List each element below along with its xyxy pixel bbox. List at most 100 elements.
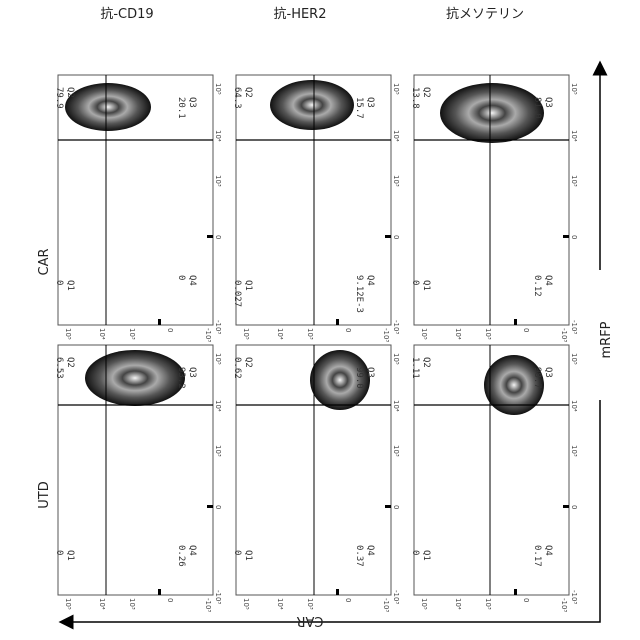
quadrant-label: Q4 — [543, 275, 553, 286]
quadrant-value: 98.7 — [532, 367, 542, 389]
quadrant-label: Q3 — [543, 97, 553, 108]
axis-marker — [385, 235, 391, 238]
axis-marker — [158, 319, 161, 325]
flow-panel: Q10Q213.8Q381.0Q40.12-10³-10³0010³10³10⁴… — [410, 75, 578, 342]
x-tick-label: 10⁵ — [420, 598, 428, 610]
x-tick-label: 10³ — [306, 328, 314, 340]
quadrant-value: 0.027 — [232, 280, 242, 307]
y-tick-label: 10³ — [570, 445, 578, 457]
quadrant-label: Q1 — [65, 280, 75, 291]
quadrant-label: Q3 — [187, 97, 197, 108]
x-tick-label: 0 — [166, 598, 174, 602]
x-tick-label: -10³ — [204, 598, 212, 612]
y-tick-label: 10³ — [392, 445, 400, 457]
quadrant-value: 6.53 — [54, 357, 64, 379]
quadrant-label: Q3 — [365, 97, 375, 108]
y-tick-label: -10³ — [214, 590, 222, 604]
x-tick-label: 10³ — [484, 328, 492, 340]
quadrant-label: Q4 — [365, 275, 375, 286]
quadrant-label: Q3 — [365, 367, 375, 378]
x-tick-label: 10⁵ — [420, 328, 428, 340]
quadrant-label: Q1 — [65, 550, 75, 561]
flow-panel: Q10Q26.53Q393.2Q40.26-10³-10³0010³10³10⁴… — [54, 345, 222, 612]
flow-panel: Q10Q21.11Q398.7Q40.17-10³-10³0010³10³10⁴… — [410, 345, 578, 612]
x-tick-label: 10³ — [128, 598, 136, 610]
x-tick-label: -10³ — [382, 598, 390, 612]
quadrant-value: 0 — [176, 275, 186, 280]
y-tick-label: -10³ — [570, 320, 578, 334]
y-tick-label: 10³ — [214, 445, 222, 457]
axis-marker — [207, 235, 213, 238]
quadrant-label: Q1 — [421, 280, 431, 291]
y-tick-label: 0 — [392, 235, 400, 239]
quadrant-value: 0.62 — [232, 357, 242, 379]
quadrant-value: 0.12 — [532, 275, 542, 297]
quadrant-value: 93.2 — [176, 367, 186, 389]
page: 抗-CD19抗-HER2抗メソテリンCARUTDmRFPCARQ10Q279.9… — [0, 0, 640, 640]
y-tick-label: -10³ — [214, 320, 222, 334]
axis-marker — [336, 589, 339, 595]
x-tick-label: -10³ — [560, 328, 568, 342]
quadrant-value: 0 — [232, 550, 242, 555]
column-header: 抗-HER2 — [274, 7, 327, 22]
axis-marker — [514, 319, 517, 325]
column-header: 抗メソテリン — [446, 7, 524, 22]
x-tick-label: 10⁵ — [242, 598, 250, 610]
quadrant-label: Q4 — [187, 545, 197, 556]
y-tick-label: 10⁴ — [214, 400, 222, 412]
x-tick-label: 10⁴ — [454, 598, 462, 610]
quadrant-value: 0.37 — [354, 545, 364, 567]
y-tick-label: 10⁴ — [392, 400, 400, 412]
quadrant-label: Q4 — [187, 275, 197, 286]
quadrant-value: 81.0 — [532, 97, 542, 119]
y-tick-label: 0 — [214, 505, 222, 509]
quadrant-value: 15.7 — [354, 97, 364, 119]
cell-population — [440, 83, 544, 143]
axis-marker — [158, 589, 161, 595]
quadrant-label: Q2 — [65, 357, 75, 368]
y-tick-label: 10³ — [214, 175, 222, 187]
axis-marker — [563, 505, 569, 508]
x-tick-label: 10⁴ — [276, 328, 284, 340]
y-tick-label: 0 — [392, 505, 400, 509]
x-tick-label: 0 — [522, 598, 530, 602]
y-tick-label: 10⁵ — [214, 83, 222, 95]
x-tick-label: 10⁵ — [242, 328, 250, 340]
quadrant-label: Q2 — [65, 87, 75, 98]
quadrant-label: Q2 — [421, 357, 431, 368]
y-tick-label: 10⁵ — [214, 353, 222, 365]
x-tick-label: 10⁴ — [98, 598, 106, 610]
x-tick-label: 10³ — [306, 598, 314, 610]
y-tick-label: 10⁴ — [570, 130, 578, 142]
x-tick-label: 0 — [344, 328, 352, 332]
y-tick-label: -10³ — [392, 590, 400, 604]
figure: 抗-CD19抗-HER2抗メソテリンCARUTDmRFPCARQ10Q279.9… — [0, 0, 640, 640]
flow-panel: Q10Q279.9Q320.1Q40-10³-10³0010³10³10⁴10⁴… — [54, 75, 222, 342]
flow-panel: Q10Q20.62Q399.0Q40.37-10³-10³0010³10³10⁴… — [232, 345, 400, 612]
y-tick-label: 0 — [570, 505, 578, 509]
y-tick-label: 10³ — [392, 175, 400, 187]
y-tick-label: 10⁵ — [570, 83, 578, 95]
x-axis-label: CAR — [296, 613, 323, 628]
x-tick-label: 0 — [522, 328, 530, 332]
quadrant-value: 79.9 — [54, 87, 64, 109]
x-tick-label: 10⁴ — [98, 328, 106, 340]
y-tick-label: 0 — [570, 235, 578, 239]
y-tick-label: 0 — [214, 235, 222, 239]
y-tick-label: 10⁴ — [214, 130, 222, 142]
flow-panel: Q10.027Q264.3Q315.7Q49.12E-3-10³-10³0010… — [232, 75, 400, 342]
x-tick-label: 10⁵ — [64, 328, 72, 340]
quadrant-value: 9.12E-3 — [354, 275, 364, 313]
x-tick-label: 10⁴ — [454, 328, 462, 340]
quadrant-label: Q3 — [187, 367, 197, 378]
quadrant-label: Q2 — [421, 87, 431, 98]
x-tick-label: 10³ — [128, 328, 136, 340]
quadrant-value: 13.8 — [410, 87, 420, 109]
cell-population — [85, 350, 185, 406]
x-tick-label: 0 — [166, 328, 174, 332]
x-tick-label: -10³ — [382, 328, 390, 342]
y-tick-label: 10⁵ — [392, 83, 400, 95]
quadrant-label: Q2 — [243, 87, 253, 98]
quadrant-value: 0 — [410, 280, 420, 285]
quadrant-label: Q1 — [243, 550, 253, 561]
